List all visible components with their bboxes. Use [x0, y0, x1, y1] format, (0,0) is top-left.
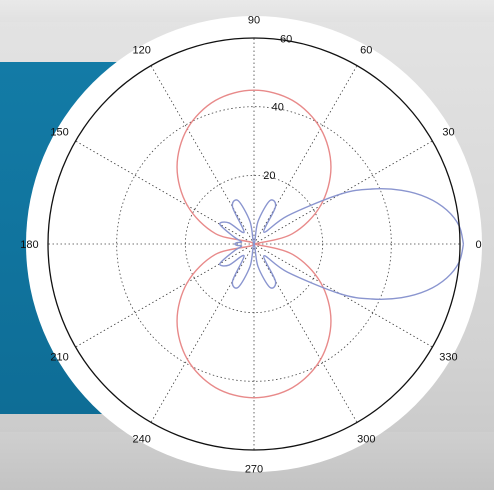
angle-tick-label: 300: [357, 433, 375, 445]
angle-tick-label: 270: [245, 464, 263, 476]
outer-ring: [47, 37, 461, 451]
angle-tick-label: 330: [439, 351, 457, 363]
angle-tick-label: 180: [20, 239, 38, 251]
slide-top-band: [0, 0, 494, 22]
radial-tick-label: 20: [263, 170, 275, 182]
radial-tick-label: 60: [280, 34, 292, 46]
angle-tick-label: 240: [133, 433, 151, 445]
angle-tick-label: 30: [442, 127, 454, 139]
angle-tick-label: 210: [50, 351, 68, 363]
angle-tick-label: 150: [50, 127, 68, 139]
series-line-1: [219, 188, 465, 300]
tick-labels: 0 30 60 90 120 150 180 210 240 270 300 330 20 40 60: [20, 14, 481, 475]
series-layer: [176, 89, 465, 399]
angle-tick-label: 0: [475, 239, 481, 251]
grid-circle: [184, 174, 324, 314]
radial-tick-label: 40: [272, 102, 284, 114]
angle-tick-label: 90: [248, 14, 260, 26]
grid-circle: [116, 106, 392, 382]
angle-tick-label: 120: [133, 45, 151, 57]
angle-tick-label: 60: [360, 45, 372, 57]
polar-grid: [48, 38, 460, 450]
